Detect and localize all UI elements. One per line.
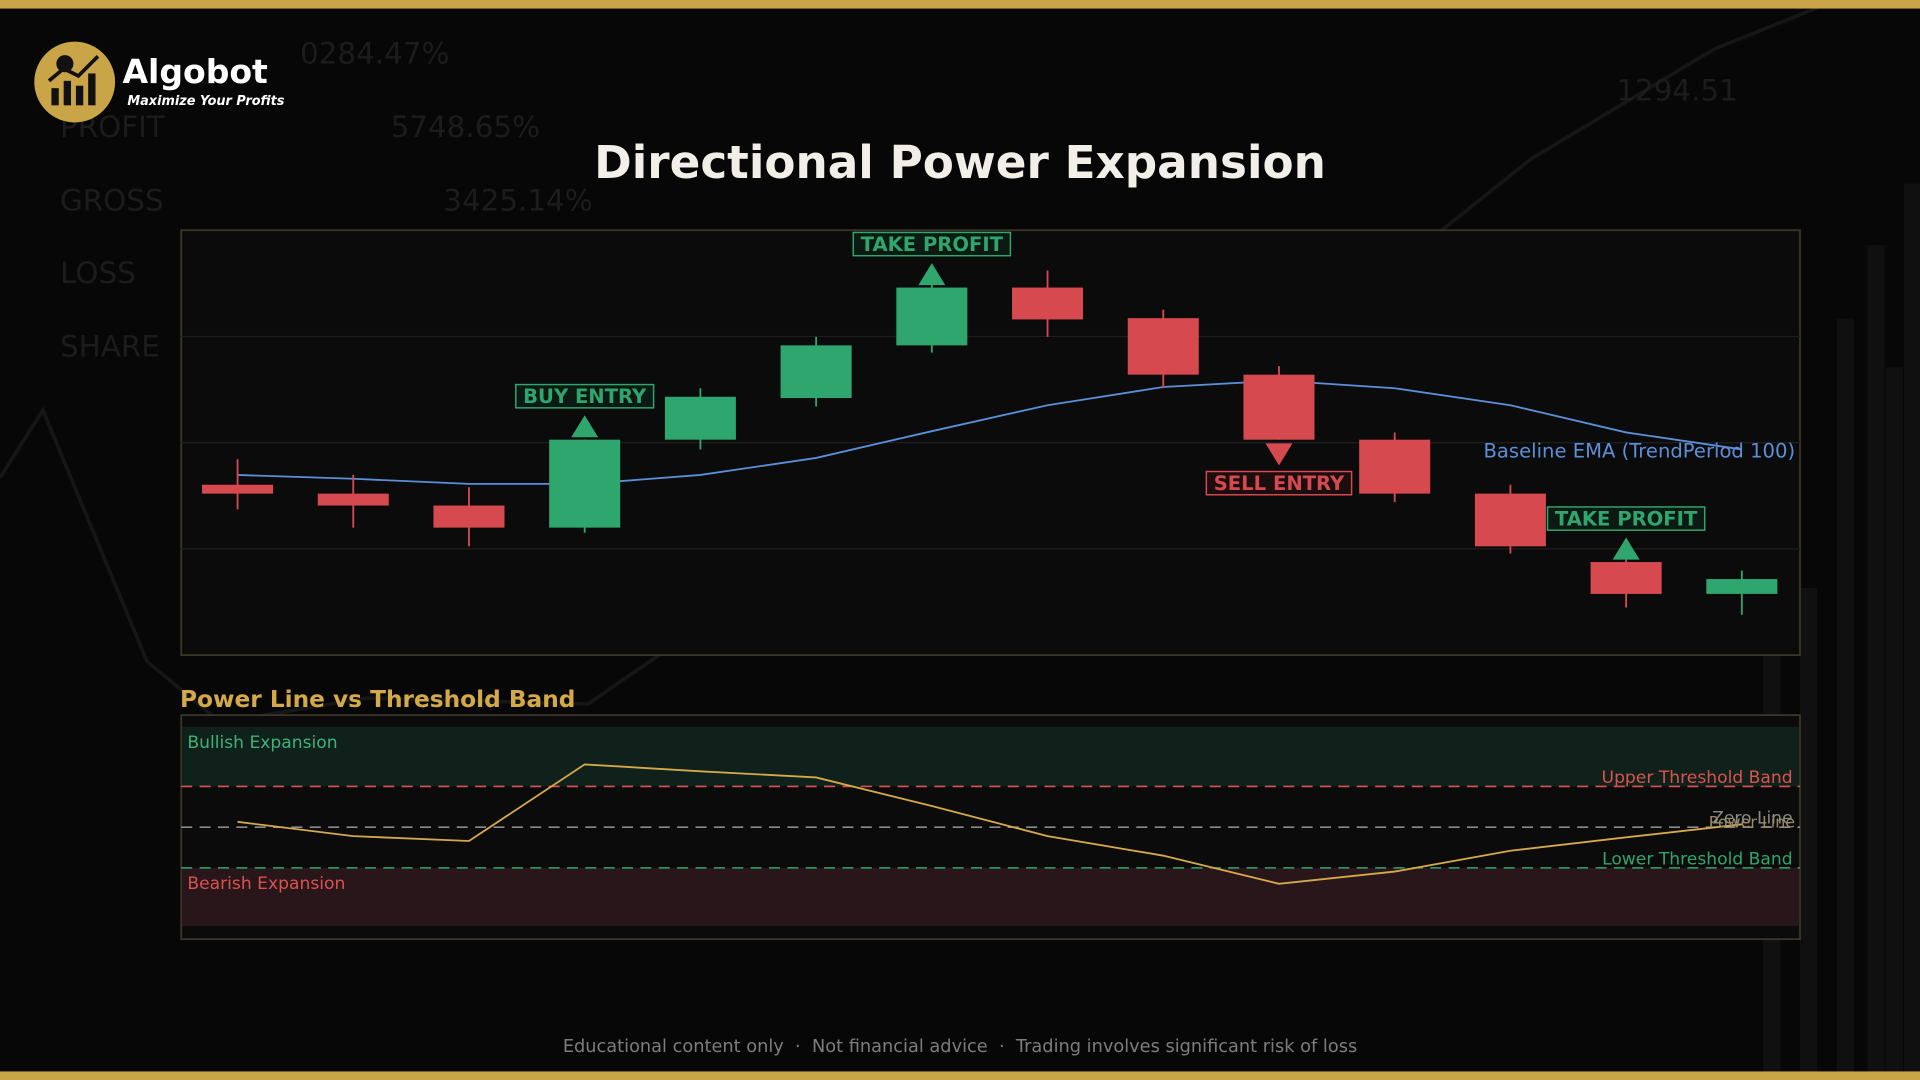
logo-bar <box>63 80 72 106</box>
candle-body <box>1012 287 1084 320</box>
reference-label: Zero Line <box>1712 809 1793 829</box>
logo: Algobot Maximize Your Profits <box>34 41 285 123</box>
tagline: Maximize Your Profits <box>127 94 284 109</box>
background-bar <box>1800 587 1818 1080</box>
signal-label: TAKE PROFIT <box>1555 507 1698 530</box>
candle-body <box>780 345 852 399</box>
logo-coin <box>56 55 74 73</box>
logo-arrow <box>47 55 100 83</box>
background-bar <box>1867 244 1885 1080</box>
ema-line <box>237 379 1742 485</box>
series-label: Power Line <box>1709 813 1795 832</box>
background-text: 3425.14% <box>443 184 592 218</box>
reference-label: Lower Threshold Band <box>1602 849 1793 869</box>
background-text: 5748.65% <box>391 110 540 144</box>
signal-label: BUY ENTRY <box>523 385 647 408</box>
brand: Algobot <box>122 52 268 91</box>
signal-label: TAKE PROFIT <box>861 233 1004 256</box>
series-label: Baseline EMA (TrendPeriod 100) <box>1483 439 1795 462</box>
top-border <box>0 0 1920 9</box>
signal-box <box>515 383 655 409</box>
reference-label: Upper Threshold Band <box>1602 768 1793 788</box>
candle-body <box>1590 562 1662 594</box>
candle-body <box>549 439 621 528</box>
background-text: 1294.51 <box>1616 73 1737 107</box>
signal-arrow <box>1612 537 1640 560</box>
candle-body <box>1243 374 1315 440</box>
bottom-border <box>0 1071 1920 1080</box>
signal-box <box>1546 506 1706 531</box>
logo-bar <box>51 88 59 106</box>
signal-box <box>852 231 1012 257</box>
zone <box>182 726 1800 787</box>
background-text: LOSS <box>60 256 136 290</box>
candle-body <box>1359 439 1431 494</box>
zone <box>182 867 1800 927</box>
footer: Educational content only · Not financial… <box>563 1037 1357 1057</box>
background-text: SHARE <box>60 329 160 363</box>
background-bar <box>1885 367 1903 1080</box>
candle-body <box>1706 579 1778 594</box>
background-bar <box>1904 183 1920 1080</box>
signal-arrow <box>918 263 946 286</box>
background-text: GROSS <box>60 184 164 218</box>
zone-label: Bullish Expansion <box>187 733 337 753</box>
signal-label: SELL ENTRY <box>1214 472 1345 495</box>
candle-body <box>1474 493 1546 547</box>
signal-arrow <box>571 415 599 438</box>
logo-badge <box>34 41 116 123</box>
candle-body <box>202 484 274 494</box>
background-bar <box>1836 318 1854 1080</box>
candle-body <box>1127 318 1199 375</box>
background-text: 0284.47% <box>300 37 449 71</box>
panel-title: Power Line vs Threshold Band <box>180 686 575 713</box>
chart-title: Directional Power Expansion <box>594 136 1326 189</box>
candle-body <box>664 396 736 440</box>
logo-bar <box>75 85 84 106</box>
zone-label: Bearish Expansion <box>187 874 345 894</box>
candle-body <box>896 287 968 346</box>
candle-body <box>317 493 389 506</box>
signal-box <box>1205 470 1353 496</box>
candle-body <box>433 505 505 528</box>
logo-bar <box>88 73 96 106</box>
power-line <box>237 763 1742 885</box>
signal-arrow <box>1265 443 1293 466</box>
